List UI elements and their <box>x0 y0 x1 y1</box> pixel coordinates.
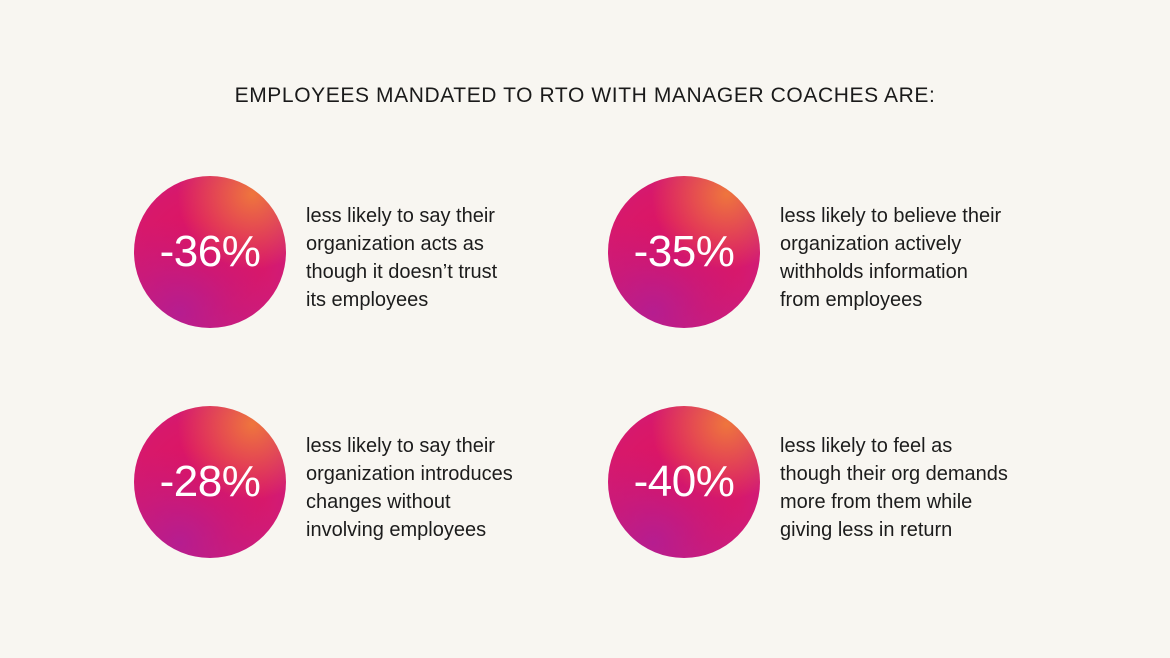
stat-description-line: more from them while <box>780 491 973 513</box>
stat-description-line: from employees <box>780 289 923 311</box>
stat-description: less likely to say their organization in… <box>306 432 566 544</box>
stat-percentage: -35% <box>633 227 735 276</box>
stat-description-line: less likely to believe their <box>780 205 1002 227</box>
stat-circle: -28% <box>134 406 286 558</box>
stat-description-line: organization acts as <box>306 233 484 255</box>
stat-description-line: its employees <box>306 289 429 311</box>
stat-description-line: less likely to say their <box>306 205 495 227</box>
stat-percentage: -40% <box>633 457 735 506</box>
stat-description-line: withholds information <box>780 261 968 283</box>
stat-description-line: involving employees <box>306 519 487 541</box>
stat-percentage: -36% <box>159 227 261 276</box>
stat-description: less likely to say their organization ac… <box>306 202 566 314</box>
stat-card-1: -36% less likely to say their organizati… <box>134 176 594 328</box>
stat-description-line: though their org demands <box>780 463 1008 485</box>
stat-circle: -35% <box>608 176 760 328</box>
stat-description-line: changes without <box>306 491 451 513</box>
stat-circle: -40% <box>608 406 760 558</box>
stat-description: less likely to believe their organizatio… <box>780 202 1040 314</box>
stat-description-line: less likely to feel as <box>780 435 953 457</box>
page-title: EMPLOYEES MANDATED TO RTO WITH MANAGER C… <box>234 84 936 107</box>
stat-card-3: -28% less likely to say their organizati… <box>134 406 594 558</box>
stat-description: less likely to feel as though their org … <box>780 432 1040 544</box>
stat-description-line: less likely to say their <box>306 435 495 457</box>
stat-description-line: though it doesn’t trust <box>306 261 498 283</box>
stat-description-line: giving less in return <box>780 519 953 541</box>
stat-description-line: organization introduces <box>306 463 513 485</box>
stat-card-4: -40% less likely to feel as though their… <box>608 406 1068 558</box>
stat-percentage: -28% <box>159 457 261 506</box>
stat-circle: -36% <box>134 176 286 328</box>
stat-card-2: -35% less likely to believe their organi… <box>608 176 1068 328</box>
stat-description-line: organization actively <box>780 233 962 255</box>
